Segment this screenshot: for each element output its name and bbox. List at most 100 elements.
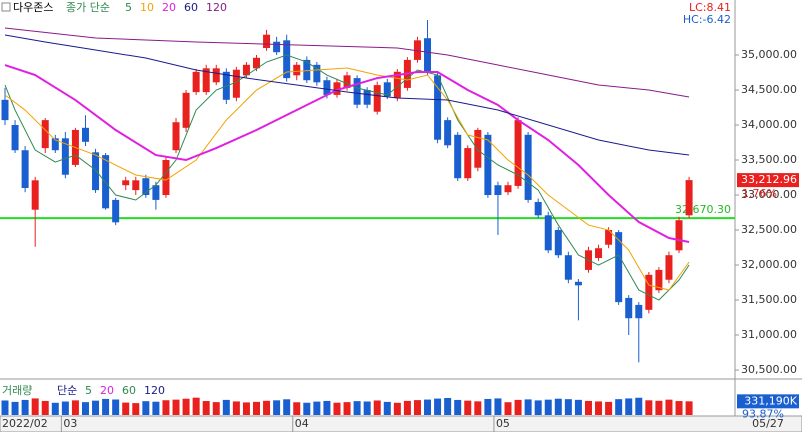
candle-body xyxy=(142,178,150,196)
volume-bar xyxy=(242,402,250,415)
volume-bar xyxy=(21,399,29,415)
candle-body xyxy=(81,127,89,142)
legend-entry: 60 xyxy=(184,1,198,14)
volume-bar xyxy=(323,400,331,415)
volume-bar xyxy=(484,398,492,415)
candle-body xyxy=(615,232,623,303)
volume-bar xyxy=(373,400,381,415)
volume-bar xyxy=(51,402,59,415)
volume-bar xyxy=(504,402,512,415)
y-tick-label: 33,500.00 xyxy=(741,153,797,166)
legend-entry: 20 xyxy=(162,1,176,14)
volume-bar xyxy=(41,400,49,415)
volume-bar xyxy=(71,400,79,415)
hc-label: HC:-6.42 xyxy=(683,13,731,26)
ma-line xyxy=(4,34,690,156)
candle-body xyxy=(41,120,49,149)
ma-line xyxy=(4,54,690,301)
candle-body xyxy=(504,185,512,193)
candle-body xyxy=(444,120,452,146)
volume-legend-entry: 120 xyxy=(144,384,165,397)
candle-body xyxy=(484,134,492,196)
volume-bar xyxy=(122,402,130,415)
candle-body xyxy=(353,78,361,105)
legend-entry: 120 xyxy=(206,1,227,14)
volume-last-box xyxy=(737,394,799,409)
volume-bar xyxy=(534,400,542,415)
volume-bar xyxy=(403,400,411,415)
volume-bar xyxy=(182,398,190,415)
volume-ma-label: 단순 xyxy=(57,384,77,397)
x-tick-label: 03 xyxy=(63,417,77,430)
volume-bar xyxy=(685,401,693,415)
volume-bar xyxy=(132,403,140,415)
volume-bar xyxy=(595,401,603,415)
candle-body xyxy=(635,304,643,319)
last-date-label: 05/27 xyxy=(752,417,784,430)
candle-body xyxy=(625,297,633,319)
volume-bar xyxy=(162,400,170,415)
candle-body xyxy=(51,138,59,151)
volume-bar xyxy=(444,398,452,415)
candle-body xyxy=(263,34,271,49)
volume-bar xyxy=(424,399,432,415)
volume-bar xyxy=(112,399,120,415)
volume-bar xyxy=(393,402,401,415)
y-tick-label: 34,500.00 xyxy=(741,83,797,96)
y-tick-label: 34,000.00 xyxy=(741,118,797,131)
chart-title: 다우존스 xyxy=(13,1,53,14)
candle-body xyxy=(454,134,462,179)
candle-body xyxy=(102,155,110,209)
y-tick-label: 33,000.00 xyxy=(741,188,797,201)
last-price-label: 33,212.96 xyxy=(741,173,797,186)
candle-body xyxy=(192,71,200,93)
volume-bar xyxy=(31,398,39,415)
legend-entry: 10 xyxy=(140,1,154,14)
candle-body xyxy=(363,90,371,105)
y-tick-label: 31,500.00 xyxy=(741,293,797,306)
volume-bar xyxy=(474,401,482,415)
volume-bar xyxy=(222,399,230,415)
volume-bar xyxy=(102,398,110,415)
candle-body xyxy=(92,152,100,191)
volume-bar xyxy=(172,399,180,415)
volume-bar xyxy=(11,401,19,415)
candle-body xyxy=(132,180,140,191)
candle-body xyxy=(323,80,331,95)
candle-body xyxy=(253,57,260,69)
volume-bar xyxy=(645,400,653,415)
volume-bar xyxy=(625,398,633,415)
ma-label: 종가 단순 xyxy=(66,1,110,14)
ma-line xyxy=(4,67,690,291)
volume-bar xyxy=(413,400,421,415)
volume-bar xyxy=(363,401,371,415)
candle-body xyxy=(202,68,210,93)
candle-body xyxy=(544,215,552,251)
volume-bar xyxy=(434,398,442,415)
volume-bar xyxy=(212,402,220,415)
y-tick-label: 35,000.00 xyxy=(741,48,797,61)
candle-body xyxy=(112,199,120,223)
y-tick-label: 32,000.00 xyxy=(741,258,797,271)
volume-bar xyxy=(564,399,572,415)
candle-body xyxy=(333,82,341,95)
volume-bar xyxy=(92,400,100,415)
volume-bar xyxy=(313,401,321,415)
candle-body xyxy=(645,274,653,310)
volume-bar xyxy=(273,400,281,415)
volume-bar xyxy=(202,401,210,415)
candle-body xyxy=(605,230,613,245)
volume-bar xyxy=(303,402,311,415)
candle-body xyxy=(675,220,683,251)
volume-bar xyxy=(152,401,160,415)
volume-bar xyxy=(293,402,301,415)
candle-body xyxy=(595,248,603,259)
volume-bar xyxy=(665,399,673,415)
volume-bar xyxy=(61,401,69,415)
candle-body xyxy=(574,281,582,286)
y-tick-label: 30,500.00 xyxy=(741,363,797,376)
candle-body xyxy=(232,69,240,98)
candle-body xyxy=(152,185,160,200)
